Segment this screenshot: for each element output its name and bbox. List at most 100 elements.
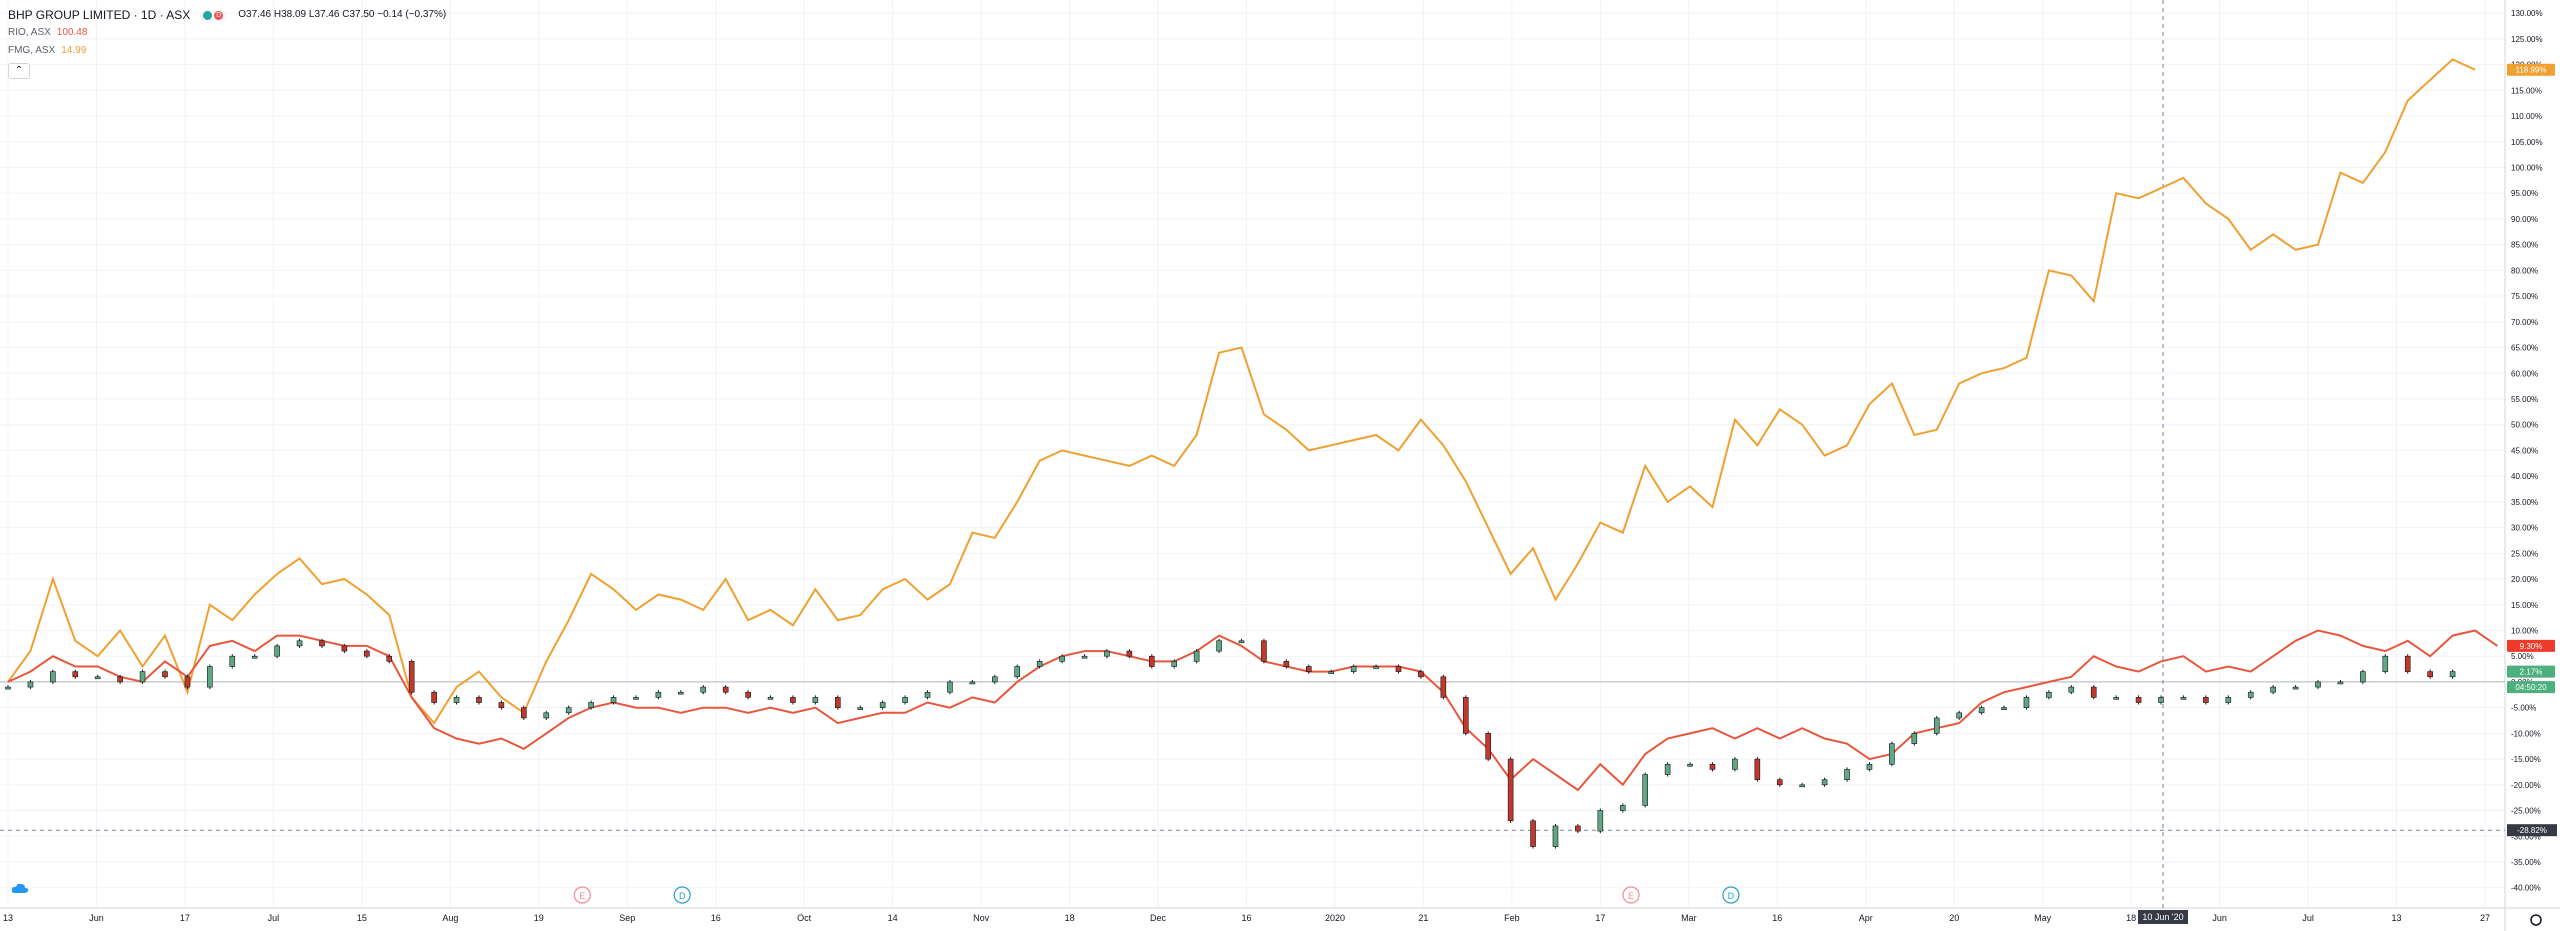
candle-body [2046,691,2052,698]
candle-body [857,707,864,710]
y-tick-label: 130.00% [2511,9,2543,18]
x-tick-label: 17 [180,913,190,923]
compare-symbol-fmg[interactable]: FMG, ASX [8,45,56,56]
candle-body [296,640,303,647]
candle-body [1395,666,1402,672]
event-marker[interactable] [1722,886,1740,904]
candle-body [678,691,684,695]
candle-body [1059,655,1065,662]
candle-body [2068,686,2075,693]
x-tick-label: Jul [268,913,280,923]
y-tick-label: 80.00% [2511,266,2538,275]
candle-body [1462,697,1469,734]
candle-body [969,681,976,685]
candle-body [767,697,774,700]
candle-body [2337,681,2344,685]
event-marker[interactable] [673,886,691,904]
candle-body [1373,666,1379,669]
x-tick-label: 2020 [1325,913,1345,923]
candle-body [1821,779,1828,786]
event-marker[interactable] [1622,886,1640,904]
y-tick-label: 110.00% [2511,112,2542,121]
y-tick-label: -25.00% [2511,807,2541,816]
event-marker[interactable] [573,886,591,904]
candle-body [633,697,639,700]
y-tick-label: 95.00% [2511,189,2538,198]
candle-body [1350,666,1357,672]
candle-body [1709,763,1716,770]
series-line-0[interactable] [7,58,2476,725]
candle-body [207,666,213,688]
candle-body [1552,825,1559,847]
x-tick-label: 16 [1772,913,1782,923]
candle-body [319,640,325,647]
candle-body [610,697,617,703]
candle-body [408,661,415,693]
candle-body [1440,676,1447,698]
candle-body [1642,774,1648,806]
y-tick-label: 90.00% [2511,215,2538,224]
candle-body [1732,758,1738,770]
candle-body [991,676,998,683]
compare-value-fmg: 14.99 [61,45,87,56]
x-tick-label: 16 [711,913,721,923]
candle-body [588,702,594,708]
price-label: 9.30% [2520,642,2543,651]
candle-body [139,671,146,683]
candle-body [1664,763,1671,775]
candle-body [700,686,707,693]
candle-body [5,686,11,690]
price-label: 04:50:20 [2515,683,2547,692]
x-tick-label: 18 [2126,913,2136,923]
candle-body [1799,784,1805,788]
candle-body [27,681,34,688]
candle-body [1283,661,1290,667]
status-badges[interactable]: D [200,9,227,21]
candle-body [2449,671,2456,678]
candle-body [1171,661,1178,667]
compare-symbol-rio[interactable]: RIO, ASX [8,27,51,38]
cloud-icon[interactable] [11,882,29,894]
y-tick-label: 5.00% [2511,652,2534,661]
y-tick-label: 35.00% [2511,498,2538,507]
y-tick-label: 20.00% [2511,575,2538,584]
price-label-bg [2507,639,2555,652]
candle-body [1305,666,1312,672]
y-tick-label: 10.00% [2511,626,2538,635]
chart-legend: BHP GROUP LIMITED · 1D · ASX D O37.46 H3… [8,6,446,79]
candle-body [1148,655,1155,667]
candle-body [565,707,572,714]
candle-body [2203,697,2209,703]
candle-body [1126,650,1133,657]
x-tick-label: Sep [619,913,635,923]
series-line-1[interactable] [7,629,2498,792]
candle-body [655,691,662,698]
x-tick-label: Nov [973,913,990,923]
crosshair-price-label: -28.82% [2517,826,2547,835]
candle-body [521,707,527,719]
candle-body [835,697,841,708]
symbol-title[interactable]: BHP GROUP LIMITED · 1D · ASX [8,8,191,22]
price-label: 118.99% [2516,66,2547,75]
event-marker-letter: E [579,891,585,901]
candle-body [1328,671,1335,674]
gear-icon[interactable] [2530,914,2542,926]
candle-body [902,697,908,703]
collapse-legend-button[interactable]: ⌃ [8,63,30,79]
candle-body [1104,650,1110,657]
x-tick-label: Feb [1504,913,1520,923]
x-tick-label: Oct [797,913,812,923]
candle-body [2247,691,2254,698]
candle-body [2270,686,2276,693]
x-tick-label: May [2034,913,2052,923]
event-marker-letter: E [1628,891,1634,901]
x-tick-label: 18 [1065,913,1075,923]
candle-body [1418,671,1424,678]
price-label-bg [2507,681,2555,694]
candle-body [1261,640,1267,662]
candle-body [117,676,123,683]
candle-body [1036,661,1043,667]
dividend-badge: D [214,10,224,20]
candle-body [1014,666,1021,678]
